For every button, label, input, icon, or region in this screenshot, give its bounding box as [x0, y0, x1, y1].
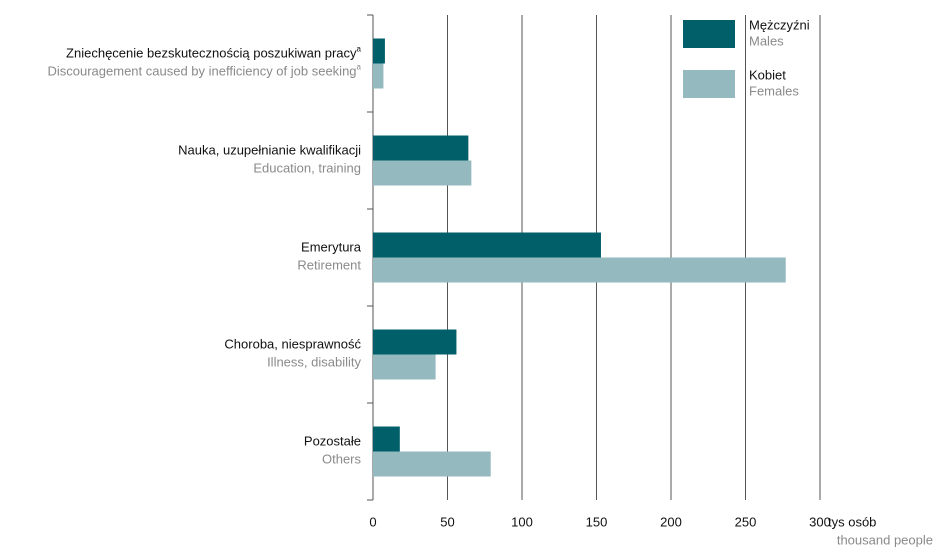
category-label-en-text: Retirement — [297, 258, 361, 273]
legend-label-en: Males — [749, 33, 784, 48]
bar — [373, 63, 384, 89]
category-label-text: Zniechęcenie bezskutecznością poszukiwan… — [66, 46, 357, 61]
category-label-text: Pozostałe — [304, 434, 361, 449]
bar — [373, 451, 491, 477]
footnote-mark: a — [357, 63, 362, 72]
bar — [373, 329, 457, 355]
x-axis-label: tys osób — [828, 514, 876, 529]
x-tick-label: 300 — [809, 514, 831, 529]
category-label-en-text: Education, training — [253, 161, 361, 176]
x-tick-label: 150 — [586, 514, 608, 529]
x-axis-label-en: thousand people — [837, 532, 933, 547]
category-label: Choroba, niesprawność — [224, 337, 361, 352]
category-label-text: Choroba, niesprawność — [224, 337, 361, 352]
legend-label: Mężczyźni — [749, 17, 810, 32]
category-label: Pozostałe — [304, 434, 361, 449]
category-label-en: Discouragement caused by inefficiency of… — [47, 63, 361, 79]
legend-swatch — [683, 20, 735, 48]
bar — [373, 232, 601, 258]
category-label-en-text: Illness, disability — [267, 355, 361, 370]
bar — [373, 135, 469, 161]
category-label-text: Emerytura — [301, 240, 362, 255]
bar — [373, 38, 385, 64]
legend-label: Kobiet — [749, 67, 786, 82]
x-tick-label: 50 — [440, 514, 454, 529]
legend-label-en: Females — [749, 83, 799, 98]
bar — [373, 354, 436, 380]
category-label-en-text: Discouragement caused by inefficiency of… — [47, 64, 356, 79]
bar — [373, 160, 472, 186]
x-tick-label: 0 — [369, 514, 376, 529]
category-label-en: Retirement — [297, 258, 361, 273]
category-label-en: Others — [322, 452, 362, 467]
footnote-mark: a — [357, 45, 362, 54]
bar — [373, 257, 786, 283]
category-label: Nauka, uzupełnianie kwalifikacji — [178, 143, 361, 158]
category-label: Zniechęcenie bezskutecznością poszukiwan… — [66, 45, 362, 61]
category-label-en-text: Others — [322, 452, 362, 467]
category-label-en: Education, training — [253, 161, 361, 176]
category-label-text: Nauka, uzupełnianie kwalifikacji — [178, 143, 361, 158]
category-label-en: Illness, disability — [267, 355, 361, 370]
bar — [373, 426, 400, 452]
category-label: Emerytura — [301, 240, 362, 255]
legend-swatch — [683, 70, 735, 98]
x-tick-label: 250 — [735, 514, 757, 529]
x-tick-label: 200 — [660, 514, 682, 529]
x-tick-label: 100 — [511, 514, 533, 529]
